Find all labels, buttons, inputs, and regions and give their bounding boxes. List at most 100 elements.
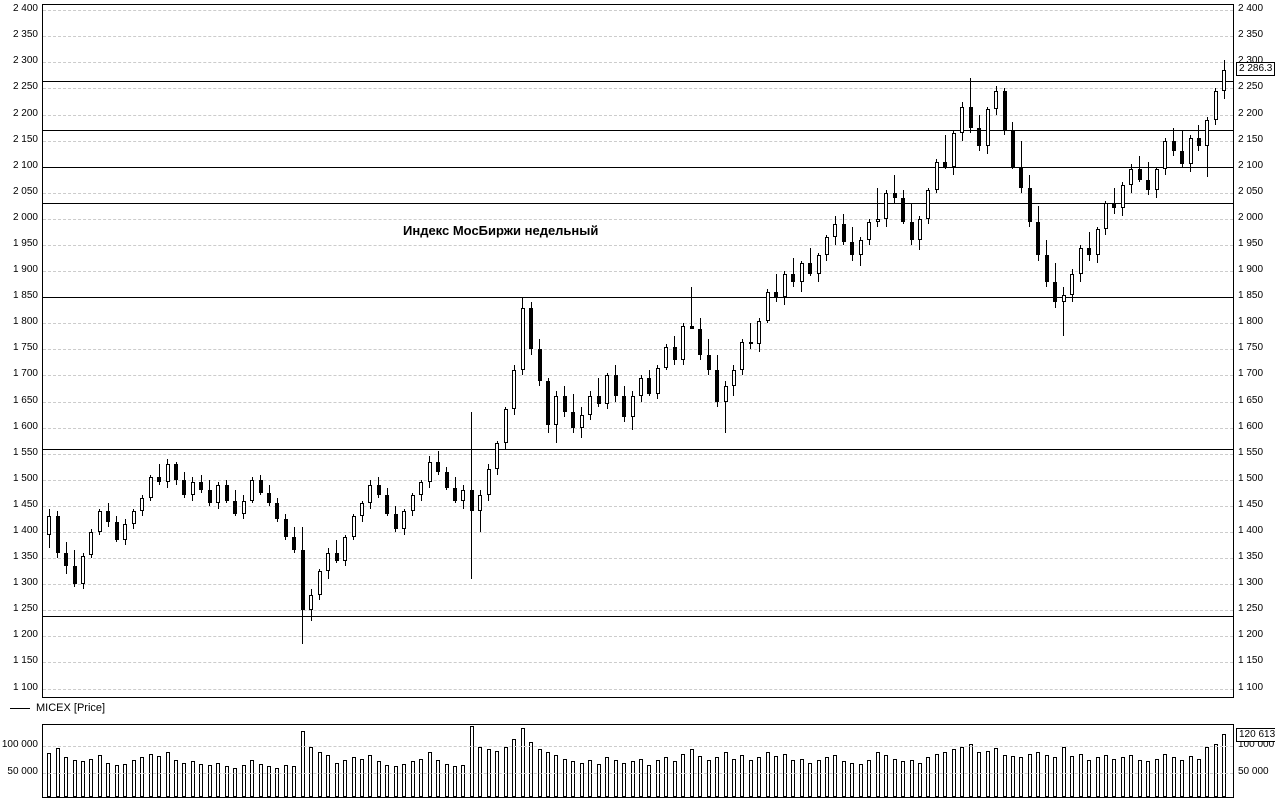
gridline [43, 636, 1233, 637]
volume-bar [343, 760, 347, 797]
volume-bar [1045, 755, 1049, 797]
volume-bar [123, 764, 127, 797]
volume-tick-label: 50 000 [0, 767, 38, 777]
gridline [43, 402, 1233, 403]
volume-bar [774, 756, 778, 797]
gridline [43, 219, 1233, 220]
volume-bar [656, 760, 660, 797]
y-tick-label: 1 350 [1238, 552, 1275, 562]
volume-bar [411, 761, 415, 797]
y-tick-label: 1 300 [0, 578, 38, 588]
volume-bar [614, 760, 618, 797]
volume-bar [1155, 759, 1159, 797]
y-tick-label: 1 850 [0, 291, 38, 301]
y-tick-label: 1 900 [0, 265, 38, 275]
y-tick-label: 1 400 [1238, 526, 1275, 536]
volume-bar [191, 761, 195, 797]
volume-bar [529, 742, 533, 798]
y-tick-label: 1 750 [0, 343, 38, 353]
legend-line-icon [10, 708, 30, 709]
y-tick-label: 1 650 [1238, 396, 1275, 406]
gridline [43, 746, 1233, 747]
gridline [43, 428, 1233, 429]
volume-bar [1011, 756, 1015, 797]
volume-bar [800, 759, 804, 797]
y-tick-label: 2 000 [1238, 213, 1275, 223]
volume-bar [859, 764, 863, 797]
gridline [43, 88, 1233, 89]
y-tick-label: 1 300 [1238, 578, 1275, 588]
last-volume-badge: 120 613 [1236, 728, 1275, 742]
volume-bar [724, 752, 728, 797]
volume-bar [445, 764, 449, 797]
y-tick-label: 2 050 [1238, 187, 1275, 197]
y-tick-label: 2 400 [0, 4, 38, 14]
y-tick-label: 2 250 [1238, 82, 1275, 92]
y-tick-label: 1 500 [1238, 474, 1275, 484]
y-tick-label: 1 250 [1238, 604, 1275, 614]
volume-bar [867, 760, 871, 797]
volume-bar [326, 755, 330, 797]
y-tick-label: 2 000 [0, 213, 38, 223]
gridline [43, 193, 1233, 194]
y-tick-label: 1 150 [1238, 656, 1275, 666]
y-tick-label: 1 150 [0, 656, 38, 666]
volume-tick-label: 50 000 [1238, 767, 1275, 777]
volume-bar [377, 761, 381, 797]
volume-bar [157, 756, 161, 797]
volume-bar [1028, 754, 1032, 797]
y-tick-label: 1 800 [0, 317, 38, 327]
gridline [43, 141, 1233, 142]
volume-bar [783, 754, 787, 797]
volume-bar [766, 752, 770, 797]
volume-bar [817, 760, 821, 797]
volume-tick-label: 100 000 [1238, 740, 1275, 750]
volume-bar [631, 761, 635, 797]
volume-bar [1053, 757, 1057, 797]
volume-bar [292, 766, 296, 797]
y-tick-label: 2 250 [0, 82, 38, 92]
y-tick-label: 1 750 [1238, 343, 1275, 353]
volume-bar [546, 752, 550, 797]
volume-bar [208, 765, 212, 797]
volume-bar [833, 755, 837, 797]
last-price-badge: 2 286.3 [1236, 62, 1275, 76]
volume-bar [115, 765, 119, 797]
volume-bar [1112, 759, 1116, 797]
volume-bar [698, 756, 702, 797]
volume-bar [943, 752, 947, 797]
y-tick-label: 2 200 [1238, 109, 1275, 119]
volume-bar [242, 765, 246, 797]
volume-bar [681, 754, 685, 797]
volume-bar [166, 752, 170, 797]
volume-bar [47, 753, 51, 797]
volume-bar [428, 752, 432, 797]
y-tick-label: 2 200 [0, 109, 38, 119]
volume-bar [1070, 756, 1074, 797]
volume-bar [360, 759, 364, 797]
y-tick-label: 1 950 [1238, 239, 1275, 249]
y-tick-label: 2 050 [0, 187, 38, 197]
y-tick-label: 2 100 [1238, 161, 1275, 171]
volume-bar [1079, 754, 1083, 797]
y-tick-label: 1 650 [0, 396, 38, 406]
volume-bar [791, 760, 795, 797]
volume-bar [1003, 755, 1007, 797]
volume-bar [1172, 757, 1176, 797]
volume-bar [935, 754, 939, 797]
y-tick-label: 1 600 [1238, 422, 1275, 432]
y-tick-label: 1 200 [1238, 630, 1275, 640]
y-tick-label: 1 100 [1238, 683, 1275, 693]
volume-bar [1019, 757, 1023, 797]
stock-chart-container: 1 1001 1501 2001 2501 3001 3501 4001 450… [0, 0, 1275, 809]
y-tick-label: 1 100 [0, 683, 38, 693]
price-chart: Индекс МосБиржи недельный [42, 4, 1234, 698]
gridline [43, 532, 1233, 533]
volume-bar [301, 731, 305, 797]
volume-bar [1129, 755, 1133, 797]
volume-chart [42, 724, 1234, 798]
y-tick-label: 2 150 [1238, 135, 1275, 145]
gridline [43, 454, 1233, 455]
volume-bar [910, 760, 914, 797]
y-tick-label: 1 850 [1238, 291, 1275, 301]
